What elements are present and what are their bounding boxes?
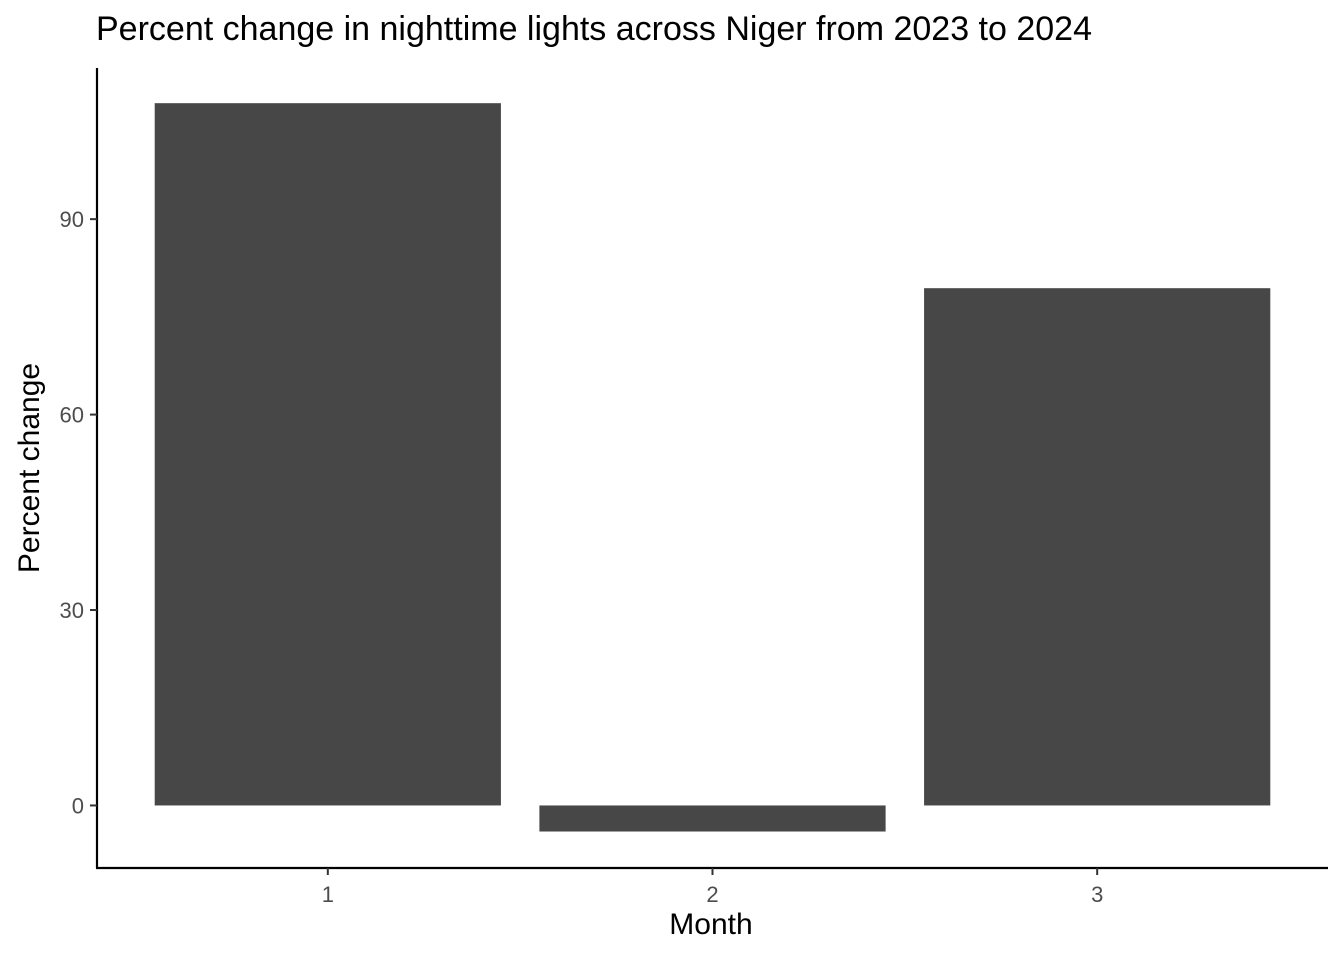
x-tick-label: 3 (1091, 882, 1103, 907)
x-tick-label: 2 (706, 882, 718, 907)
bar-month-1 (154, 103, 501, 806)
y-ticks-group: 0 30 60 90 (60, 207, 97, 818)
y-tick-label: 60 (60, 403, 84, 428)
x-tick-label: 1 (322, 882, 334, 907)
y-tick-label: 0 (72, 793, 84, 818)
x-axis-title: Month (669, 908, 753, 941)
y-axis-title: Percent change (13, 362, 46, 574)
chart-title: Percent change in nighttime lights acros… (96, 10, 1092, 48)
bar-month-3 (924, 288, 1271, 806)
bars-group (154, 103, 1271, 832)
y-tick-label: 30 (60, 598, 84, 623)
y-tick-label: 90 (60, 207, 84, 232)
x-ticks-group: 1 2 3 (322, 868, 1103, 907)
bar-month-2 (539, 805, 886, 832)
